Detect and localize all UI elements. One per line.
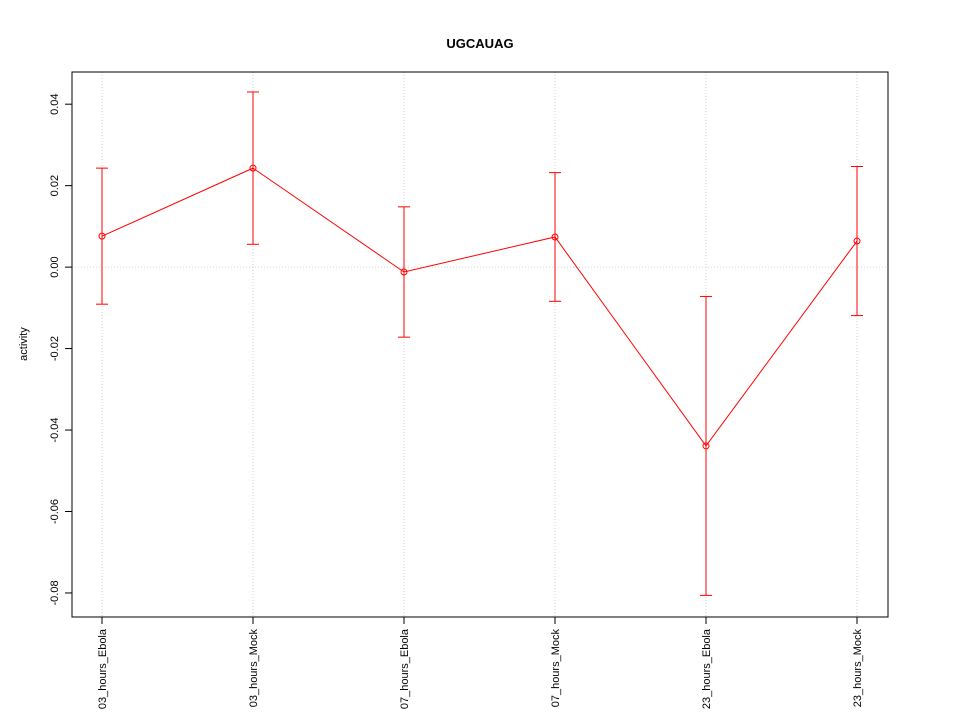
y-tick-label: -0.04 xyxy=(49,417,61,442)
error-bar xyxy=(96,167,108,305)
error-bar xyxy=(851,165,863,317)
y-tick-label: -0.06 xyxy=(49,499,61,524)
y-tick-label: -0.02 xyxy=(49,336,61,361)
point xyxy=(853,237,861,245)
point xyxy=(98,232,106,240)
error-bar xyxy=(549,172,561,302)
chart-title: UGCAUAG xyxy=(446,36,513,51)
y-tick-label: 0.02 xyxy=(49,175,61,196)
y-tick-label: 0.00 xyxy=(49,256,61,277)
series-line xyxy=(101,167,858,447)
point xyxy=(702,442,710,450)
plot-frame xyxy=(71,71,889,618)
x-tick-label: 03_hours_Mock xyxy=(248,629,260,708)
x-tick-label: 07_hours_Mock xyxy=(550,629,562,708)
y-tick-label: -0.08 xyxy=(49,580,61,605)
x-tick-label: 03_hours_Ebola xyxy=(97,628,109,709)
error-bar xyxy=(247,91,259,245)
x-tick-label: 23_hours_Mock xyxy=(852,629,864,708)
error-bar xyxy=(700,295,712,596)
point xyxy=(400,268,408,276)
error-bar xyxy=(398,206,410,338)
x-tick-label: 23_hours_Ebola xyxy=(701,628,713,709)
point xyxy=(249,164,257,172)
point xyxy=(551,233,559,241)
y-axis-label: activity xyxy=(18,327,30,361)
y-tick-label: 0.04 xyxy=(49,93,61,114)
x-tick-label: 07_hours_Ebola xyxy=(399,628,411,709)
